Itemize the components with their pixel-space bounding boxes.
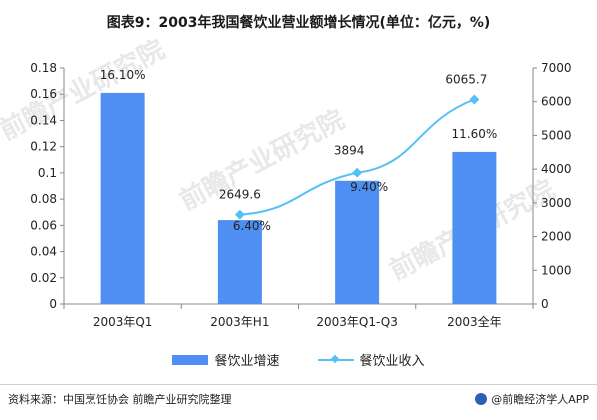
- brand: @前瞻经济学人APP: [475, 391, 589, 407]
- left-tick-label: 0.02: [30, 271, 57, 285]
- bar: [100, 92, 145, 305]
- right-tick-label: 6000: [541, 95, 572, 109]
- combo-chart: 0 0.02 0.04 0.06 0.08 0.1 0.12 0.14 0.16 0.18 0 10…: [30, 61, 572, 329]
- line-data-label: 3894: [334, 144, 365, 158]
- legend-bar-swatch: [172, 354, 209, 365]
- bar-data-label: 9.40%: [350, 180, 388, 194]
- right-tick-label: 3000: [541, 196, 572, 210]
- right-tick-label: 7000: [541, 61, 572, 75]
- line-marker: [352, 167, 363, 178]
- chart-title: 图表9：2003年我国餐饮业营业额增长情况(单位：亿元，%): [106, 15, 491, 31]
- data-labels: 16.10% 6.40% 9.40% 11.60% 2649.6 3894 6065.7: [100, 68, 498, 233]
- brand-logo-icon: [475, 393, 488, 405]
- left-tick-label: 0.14: [30, 113, 57, 127]
- bar-series: [100, 92, 497, 305]
- x-tick-label: 2003年Q1: [93, 315, 153, 329]
- legend-item-bar: 餐饮业增速: [172, 350, 280, 369]
- left-tick-label: 0.1: [38, 166, 57, 180]
- legend-item-line: 餐饮业收入: [317, 350, 425, 369]
- right-tick-label: 1000: [541, 263, 572, 277]
- line-marker: [234, 209, 245, 220]
- left-axis: 0 0.02 0.04 0.06 0.08 0.1 0.12 0.14 0.16 0.18: [30, 61, 65, 311]
- left-tick-label: 0.04: [30, 245, 57, 259]
- right-tick-label: 0: [541, 297, 549, 311]
- footer: 资料来源：中国烹饪协会 前瞻产业研究院整理 @前瞻经济学人APP: [0, 384, 597, 409]
- source-text: 资料来源：中国烹饪协会 前瞻产业研究院整理: [8, 393, 232, 406]
- x-tick-label: 2003全年: [447, 314, 502, 329]
- x-axis: 2003年Q1 2003年H1 2003年Q1-Q3 2003全年: [63, 303, 534, 329]
- bar: [217, 220, 262, 304]
- right-tick-label: 2000: [541, 230, 572, 244]
- left-tick-label: 0.16: [30, 87, 57, 101]
- bar-data-label: 11.60%: [451, 127, 497, 141]
- left-tick-label: 0: [49, 297, 57, 311]
- legend-label: 餐饮业收入: [359, 354, 425, 369]
- left-tick-label: 0.08: [30, 192, 57, 206]
- line-marker: [469, 94, 480, 105]
- left-tick-label: 0.18: [30, 61, 57, 75]
- bar: [335, 180, 380, 304]
- brand-text: @前瞻经济学人APP: [491, 393, 589, 406]
- legend: 餐饮业增速 餐饮业收入: [0, 350, 597, 369]
- left-tick-label: 0.06: [30, 218, 57, 232]
- x-tick-label: 2003年Q1-Q3: [316, 315, 397, 329]
- legend-line-swatch: [317, 355, 354, 365]
- right-axis: 0 1000 2000 3000 4000 5000 6000 7000: [532, 61, 572, 311]
- legend-label: 餐饮业增速: [214, 354, 280, 369]
- left-tick-label: 0.12: [30, 140, 57, 154]
- bar-data-label: 6.40%: [233, 219, 271, 233]
- bar: [452, 151, 497, 304]
- line-series: [234, 94, 480, 220]
- right-tick-label: 4000: [541, 162, 572, 176]
- x-tick-label: 2003年H1: [210, 315, 269, 329]
- line-data-label: 2649.6: [219, 188, 261, 202]
- right-tick-label: 5000: [541, 128, 572, 142]
- line-data-label: 6065.7: [445, 72, 487, 86]
- bar-data-label: 16.10%: [100, 68, 146, 82]
